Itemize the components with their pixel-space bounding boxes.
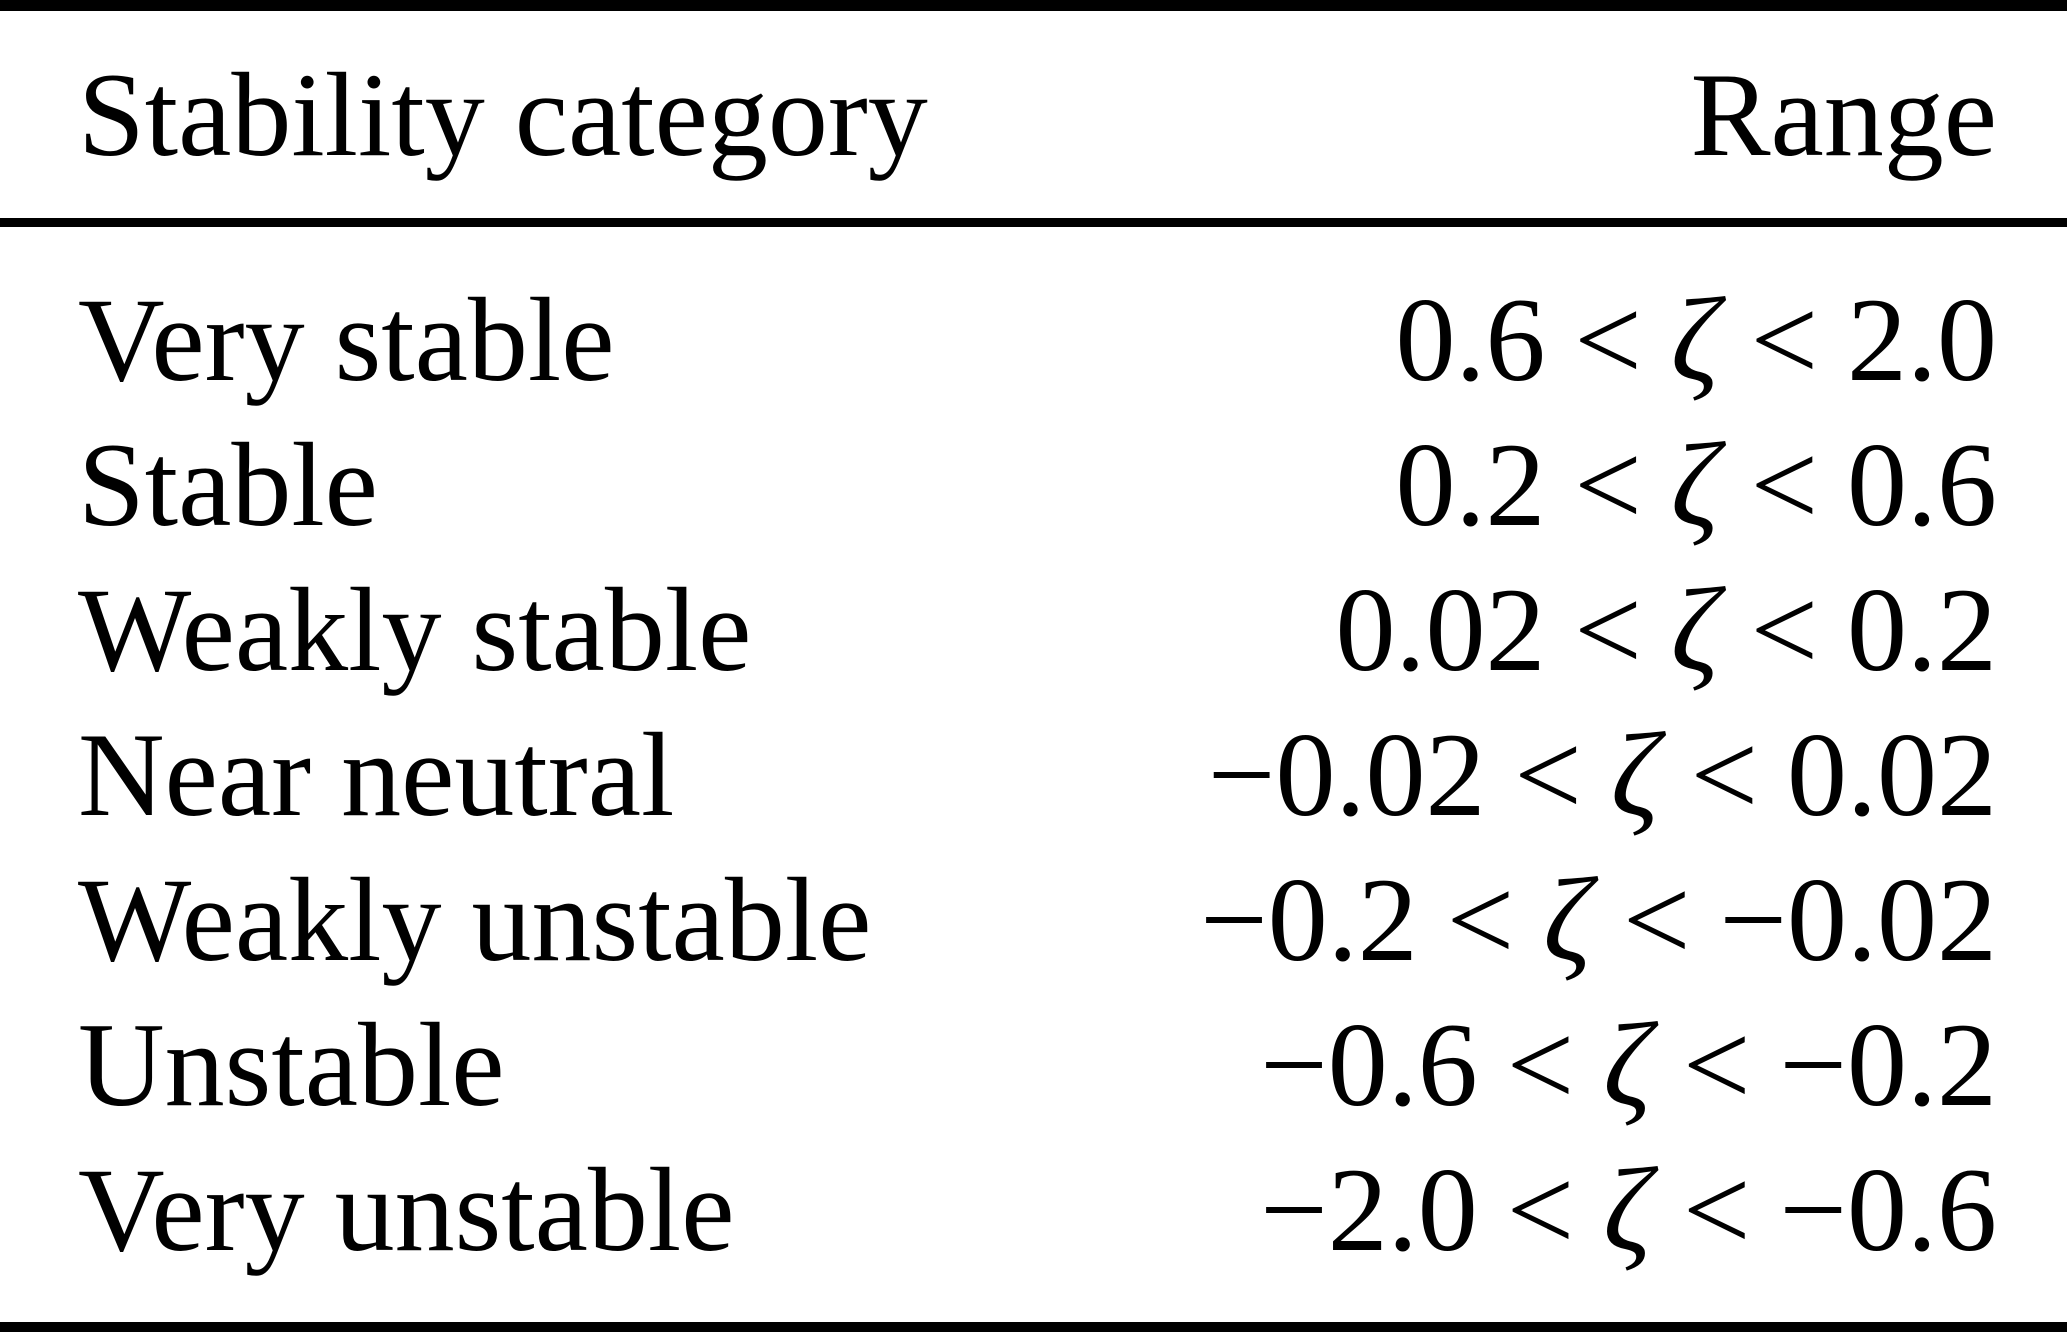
less-than-sign: < — [1750, 417, 1819, 551]
table-row: Near neutral −0.02 < ζ <0.02 — [78, 702, 1997, 847]
range-lower-bound: −0.02 — [1207, 707, 1486, 841]
range-upper-bound: 0.2 — [1847, 562, 1997, 696]
less-than-sign: < — [1682, 997, 1751, 1131]
range-upper-bound: −0.2 — [1779, 997, 1997, 1131]
less-than-sign: < — [1506, 1142, 1575, 1276]
stability-category-cell: Very unstable — [78, 1142, 735, 1276]
less-than-sign: < — [1574, 562, 1642, 696]
range-upper-bound: 0.6 — [1847, 417, 1997, 551]
stability-category-cell: Very stable — [78, 272, 615, 406]
range-upper-bound: −0.02 — [1719, 852, 1997, 986]
zeta-symbol: ζ — [1603, 997, 1652, 1131]
range-cell: −0.02 < ζ <0.02 — [1208, 714, 1997, 835]
less-than-sign: < — [1506, 997, 1575, 1131]
table-row: Very stable 0.6 < ζ <2.0 — [78, 267, 1997, 412]
less-than-sign: < — [1574, 272, 1642, 406]
stability-category-cell: Unstable — [78, 997, 505, 1131]
less-than-sign: < — [1514, 707, 1582, 841]
stability-category-cell: Weakly stable — [78, 562, 752, 696]
range-lower-bound: 0.02 — [1335, 562, 1546, 696]
header-stability-category: Stability category — [78, 47, 928, 181]
range-lower-bound: 0.6 — [1395, 272, 1546, 406]
header-range: Range — [1690, 47, 1997, 181]
stability-category-cell: Weakly unstable — [78, 852, 872, 986]
zeta-symbol: ζ — [1610, 707, 1660, 841]
less-than-sign: < — [1574, 417, 1642, 551]
table-row: Weakly unstable −0.2 < ζ < −0.02 — [78, 847, 1997, 992]
range-lower-bound: 0.2 — [1395, 417, 1546, 551]
range-upper-bound: 2.0 — [1847, 272, 1997, 406]
zeta-symbol: ζ — [1543, 852, 1592, 986]
range-cell: 0.6 < ζ <2.0 — [1395, 279, 1997, 400]
range-upper-bound: 0.02 — [1787, 707, 1997, 841]
range-cell: −0.6 < ζ < −0.2 — [1260, 1004, 1997, 1125]
zeta-symbol: ζ — [1670, 562, 1720, 696]
table-row: Stable 0.2 < ζ <0.6 — [78, 412, 1997, 557]
range-cell: −0.2 < ζ < −0.02 — [1200, 859, 1997, 980]
table-body: Very stable 0.6 < ζ <2.0 Stable 0.2 < ζ <0.6 W… — [0, 227, 2067, 1322]
range-lower-bound: −2.0 — [1260, 1142, 1478, 1276]
less-than-sign: < — [1622, 852, 1691, 986]
zeta-symbol: ζ — [1603, 1142, 1652, 1276]
less-than-sign: < — [1750, 562, 1819, 696]
range-lower-bound: −0.2 — [1200, 852, 1418, 986]
zeta-symbol: ζ — [1670, 417, 1720, 551]
table-header-row: Stability category Range — [0, 11, 2067, 218]
stability-category-cell: Near neutral — [78, 707, 675, 841]
less-than-sign: < — [1446, 852, 1515, 986]
stability-category-cell: Stable — [78, 417, 378, 551]
zeta-symbol: ζ — [1670, 272, 1720, 406]
table-row: Unstable −0.6 < ζ < −0.2 — [78, 992, 1997, 1137]
table-row: Very unstable −2.0 < ζ < −0.6 — [78, 1137, 1997, 1282]
less-than-sign: < — [1682, 1142, 1751, 1276]
range-upper-bound: −0.6 — [1779, 1142, 1997, 1276]
less-than-sign: < — [1750, 272, 1819, 406]
range-cell: 0.02 < ζ <0.2 — [1335, 569, 1997, 690]
range-cell: −2.0 < ζ < −0.6 — [1260, 1149, 1997, 1270]
range-cell: 0.2 < ζ <0.6 — [1395, 424, 1997, 545]
table-top-rule — [0, 0, 2067, 11]
table-bottom-rule — [0, 1322, 2067, 1332]
table-header-rule — [0, 218, 2067, 227]
table-row: Weakly stable 0.02 < ζ <0.2 — [78, 557, 1997, 702]
range-lower-bound: −0.6 — [1260, 997, 1478, 1131]
less-than-sign: < — [1690, 707, 1759, 841]
